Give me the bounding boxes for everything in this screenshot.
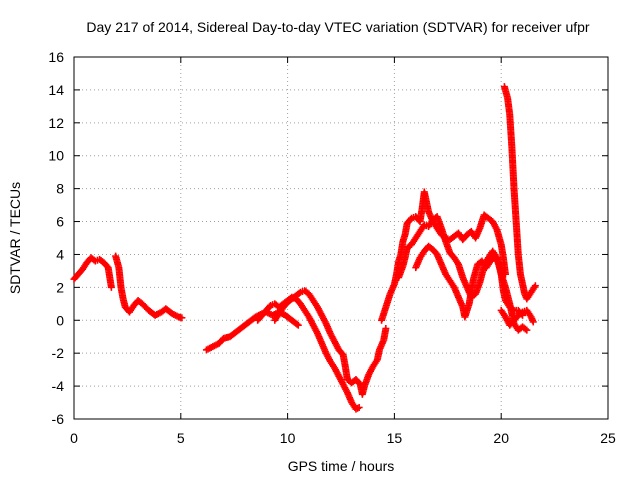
- x-tick-label: 0: [70, 430, 78, 446]
- x-tick-label: 15: [387, 430, 403, 446]
- y-tick-label: 10: [48, 148, 64, 164]
- grid-layer: [74, 57, 608, 419]
- y-tick-label: 6: [56, 214, 64, 230]
- y-axis-title: SDTVAR / TECUs: [7, 182, 23, 294]
- y-tick-label: 2: [56, 279, 64, 295]
- chart-title: Day 217 of 2014, Sidereal Day-to-day VTE…: [86, 19, 590, 35]
- x-tick-label: 20: [493, 430, 509, 446]
- y-tick-label: 12: [48, 115, 64, 131]
- series-arc-1: [70, 254, 115, 291]
- series-arc-10: [497, 306, 537, 329]
- series-arc-3: [202, 308, 302, 354]
- y-tick-label: 0: [56, 312, 64, 328]
- tick-layer: 0 5 10 15 20 25 -6 -4 -2 0 2 4 6 8 10 12 14 16: [48, 49, 616, 446]
- x-tick-label: 5: [177, 430, 185, 446]
- y-tick-label: 4: [56, 246, 64, 262]
- series-arc-9: [500, 83, 539, 303]
- x-tick-label: 10: [280, 430, 296, 446]
- y-tick-label: 14: [48, 82, 64, 98]
- series-arc-2: [112, 252, 186, 322]
- data-layer: [70, 83, 539, 413]
- y-tick-label: -4: [52, 378, 65, 394]
- y-tick-label: 8: [56, 181, 64, 197]
- series-arc-5: [271, 287, 390, 398]
- y-tick-label: 16: [48, 49, 64, 65]
- y-tick-label: -6: [52, 411, 65, 427]
- series-arc-8: [412, 242, 531, 334]
- x-tick-label: 25: [600, 430, 616, 446]
- x-axis-title: GPS time / hours: [288, 458, 395, 474]
- plot-frame: [73, 56, 609, 420]
- y-tick-label: -2: [52, 345, 65, 361]
